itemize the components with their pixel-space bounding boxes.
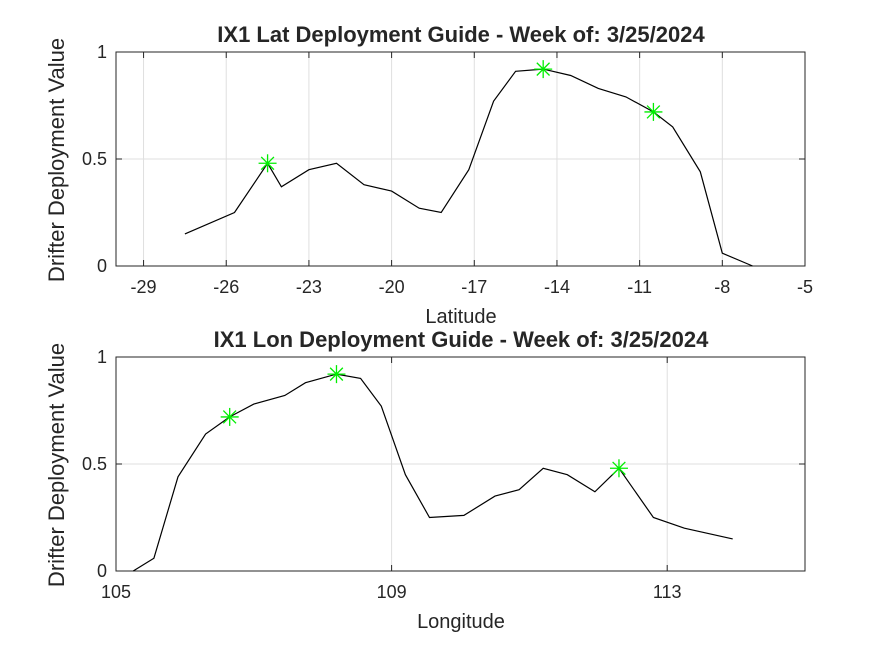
lat-chart-title: IX1 Lat Deployment Guide - Week of: 3/25…: [217, 22, 705, 47]
lat-x-tick-label: -23: [296, 277, 322, 297]
lat-x-tick-label: -8: [714, 277, 730, 297]
lat-x-tick-label: -26: [213, 277, 239, 297]
lon-y-axis-label: Drifter Deployment Value: [44, 343, 69, 587]
lat-x-tick-label: -5: [797, 277, 813, 297]
lon-chart-title: IX1 Lon Deployment Guide - Week of: 3/25…: [214, 327, 709, 352]
lon-series-line: [132, 373, 733, 572]
lon-y-tick-label: 1: [97, 347, 107, 367]
lon-x-tick-label: 113: [653, 582, 682, 602]
lat-y-axis-label: Drifter Deployment Value: [44, 38, 69, 282]
lat-series-line: [184, 68, 753, 267]
lat-x-axis-label: Latitude: [425, 306, 496, 328]
lon-marker: [609, 459, 628, 478]
lon-chart: IX1 Lon Deployment Guide - Week of: 3/25…: [82, 327, 806, 633]
lon-marker: [220, 407, 239, 426]
lat-y-tick-label: 1: [97, 42, 107, 62]
lon-x-tick-label: 105: [101, 582, 131, 602]
lon-y-tick-label: 0.5: [82, 454, 107, 474]
lat-x-tick-label: -14: [544, 277, 570, 297]
lat-x-tick-label: -20: [379, 277, 405, 297]
lat-chart: IX1 Lat Deployment Guide - Week of: 3/25…: [82, 22, 813, 328]
lat-x-tick-label: -29: [131, 277, 157, 297]
lat-marker: [258, 154, 277, 173]
lon-y-tick-label: 0: [97, 561, 107, 581]
lat-marker: [534, 60, 553, 79]
lon-x-axis-label: Longitude: [417, 611, 505, 633]
lat-marker: [644, 102, 663, 121]
lat-x-tick-label: -17: [461, 277, 487, 297]
lat-y-tick-label: 0: [97, 256, 107, 276]
lat-x-tick-label: -11: [627, 277, 652, 297]
lon-marker: [327, 365, 346, 384]
lon-x-tick-label: 109: [377, 582, 407, 602]
lat-y-tick-label: 0.5: [82, 149, 107, 169]
